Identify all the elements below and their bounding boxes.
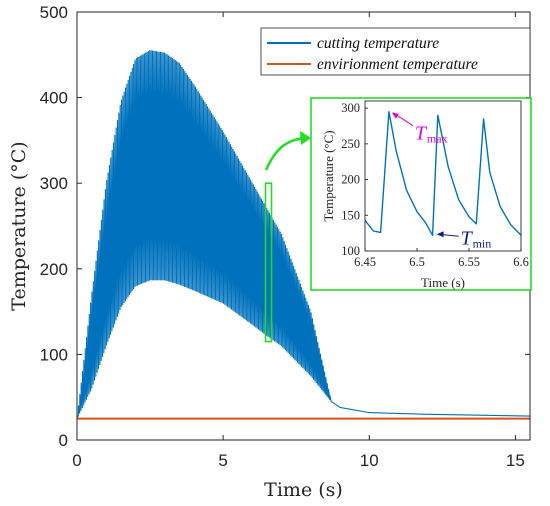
inset-x-tick-label: 6.6 bbox=[513, 255, 529, 269]
x-tick-label: 5 bbox=[218, 451, 227, 470]
tmin-arrowhead bbox=[436, 231, 444, 238]
inset-y-tick-label: 200 bbox=[341, 173, 360, 187]
inset-plot: 6.45 6.5 6.55 6.6 100 150 200 250 300 Time (s) Tem… bbox=[264, 97, 532, 291]
x-tick-label: 15 bbox=[506, 451, 525, 470]
y-tick-label: 200 bbox=[40, 260, 68, 279]
cutting-temperature-line bbox=[76, 50, 531, 419]
y-tick-label: 400 bbox=[40, 89, 68, 108]
tmax-subscript: max bbox=[427, 132, 448, 146]
highlight-box bbox=[264, 182, 273, 343]
inset-y-tick-label: 100 bbox=[341, 244, 360, 258]
inset-x-axis-label: Time (s) bbox=[421, 275, 465, 290]
inset-y-axis-label: Temperature (°C) bbox=[321, 130, 336, 221]
y-tick-label: 100 bbox=[40, 345, 68, 364]
legend-label: cutting temperature bbox=[317, 35, 439, 52]
inset-y-tick-label: 300 bbox=[341, 101, 360, 115]
zoom-arrow bbox=[264, 136, 306, 171]
zoom-arrowhead bbox=[300, 131, 311, 145]
tmax-label: T bbox=[415, 123, 428, 145]
y-tick-label: 500 bbox=[40, 3, 68, 22]
tmax-arrowhead bbox=[391, 112, 399, 119]
x-axis-label: Time (s) bbox=[264, 479, 343, 501]
inset-axes-frame bbox=[364, 100, 522, 252]
inset-cutting-line bbox=[364, 111, 522, 236]
legend: cutting temperature envirionment temperat… bbox=[260, 27, 531, 76]
x-tick-label: 10 bbox=[360, 451, 379, 470]
inset-y-tick-label: 150 bbox=[341, 208, 360, 222]
x-tick-label: 0 bbox=[72, 451, 81, 470]
tmin-label: T bbox=[461, 227, 474, 249]
inset-frame bbox=[310, 97, 532, 291]
legend-box bbox=[260, 27, 531, 76]
inset-x-tick-label: 6.45 bbox=[354, 255, 376, 269]
y-axis-label: Temperature (°C) bbox=[8, 141, 30, 310]
inset-y-tick-label: 250 bbox=[341, 137, 360, 151]
y-tick-label: 0 bbox=[59, 431, 68, 450]
inset-x-tick-label: 6.55 bbox=[458, 255, 480, 269]
tmin-subscript: min bbox=[473, 236, 492, 250]
legend-label: envirionment temperature bbox=[317, 56, 478, 73]
y-tick-label: 300 bbox=[40, 174, 68, 193]
inset-x-tick-label: 6.5 bbox=[409, 255, 425, 269]
